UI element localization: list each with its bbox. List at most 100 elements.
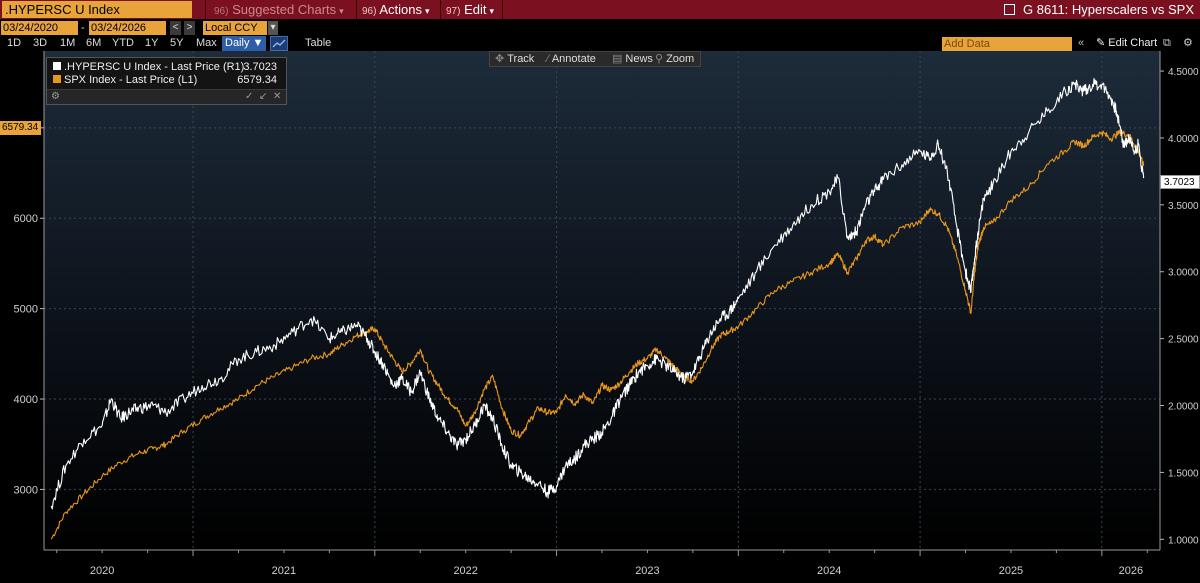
spx-series-line bbox=[50, 129, 1145, 540]
dropdown-arrow-icon: ▾ bbox=[425, 6, 430, 16]
frequency-label: Daily bbox=[225, 37, 250, 49]
left-tick-label: 6000 bbox=[14, 213, 38, 225]
edit-chart-label: Edit Chart bbox=[1108, 37, 1158, 49]
range-1y[interactable]: 1Y bbox=[145, 37, 159, 49]
zoom-label: Zoom bbox=[666, 53, 695, 65]
grid-lines bbox=[44, 51, 1160, 550]
chart-toolbar: ✥ Track ∕ Annotate ▤ News ⚲ Zoom bbox=[489, 51, 701, 67]
range-max[interactable]: Max bbox=[196, 37, 217, 49]
date-separator: - bbox=[81, 22, 85, 34]
chart-title-text: G 8611: Hyperscalers vs SPX bbox=[1023, 2, 1194, 17]
annotate-label: Annotate bbox=[551, 53, 596, 65]
zoom-icon: ⚲ bbox=[655, 53, 664, 65]
series-lines bbox=[50, 77, 1145, 540]
news-label: News bbox=[625, 53, 653, 65]
range-5y[interactable]: 5Y bbox=[170, 37, 184, 49]
legend-value-spx: 6579.34 bbox=[237, 74, 277, 86]
export-icon[interactable] bbox=[1004, 4, 1015, 15]
annotate-button[interactable]: ∕ Annotate bbox=[547, 52, 596, 66]
legend-label-hypersc: .HYPERSC U Index - Last Price (R1) bbox=[64, 61, 245, 73]
table-button[interactable]: Table bbox=[305, 37, 332, 49]
close-icon[interactable]: ✕ bbox=[273, 91, 282, 102]
right-tick-label: 3.0000 bbox=[1168, 268, 1199, 279]
edit-label: Edit bbox=[464, 2, 487, 17]
edit-chart-button[interactable]: ✎ Edit Chart bbox=[1096, 36, 1157, 51]
hypersc-series-line bbox=[50, 77, 1145, 510]
separator bbox=[356, 0, 357, 19]
hypersc-last-value-tag: 3.7023 bbox=[1160, 175, 1200, 189]
range-1d[interactable]: 1D bbox=[7, 37, 22, 49]
legend-swatch-white bbox=[53, 62, 61, 70]
legend-entry-spx: SPX Index - Last Price (L1) 6579.34 bbox=[53, 74, 283, 87]
chart-legend[interactable]: .HYPERSC U Index - Last Price (R1) 3.702… bbox=[46, 57, 287, 105]
start-date-field[interactable]: 03/24/2020 bbox=[1, 21, 78, 35]
x-tick-label: 2020 bbox=[90, 565, 114, 577]
chevron-down-icon[interactable]: ▾ bbox=[268, 21, 278, 35]
right-tick-label: 2.5000 bbox=[1168, 335, 1199, 346]
pencil-icon: ✎ bbox=[1096, 37, 1106, 49]
left-tick-label: 3000 bbox=[14, 484, 38, 496]
range-ytd[interactable]: YTD bbox=[112, 37, 134, 49]
right-tick-label: 3.5000 bbox=[1168, 201, 1199, 212]
left-tick-label: 4000 bbox=[14, 394, 38, 406]
collapse-icon[interactable]: « bbox=[1078, 37, 1085, 49]
frequency-dropdown-icon: ▼ bbox=[252, 37, 264, 49]
separator bbox=[205, 0, 206, 19]
zoom-button[interactable]: ⚲ Zoom bbox=[655, 52, 694, 66]
left-tick-label: 5000 bbox=[14, 304, 38, 316]
gear-icon[interactable]: ⚙ bbox=[51, 91, 60, 102]
right-tick-label: 2.0000 bbox=[1168, 402, 1199, 413]
price-chart[interactable]: 2020 2021 2022 2023 2024 2025 2026 3000 4000 5000… bbox=[0, 51, 1200, 583]
spx-last-value-tag: 6579.34 bbox=[0, 121, 41, 135]
shrink-icon[interactable]: ↙ bbox=[259, 91, 268, 102]
suggested-charts-number: 96) bbox=[214, 6, 229, 17]
track-button[interactable]: ✥ Track bbox=[495, 52, 534, 66]
previous-period-button[interactable]: < bbox=[170, 21, 181, 35]
suggested-charts-menu[interactable]: 96) Suggested Charts ▾ bbox=[214, 1, 344, 18]
frequency-select[interactable]: Daily ▼ bbox=[222, 36, 267, 51]
range-bar: 1D 3D 1M 6M YTD 1Y 5Y Max Daily ▼ Table … bbox=[0, 36, 1200, 51]
separator bbox=[440, 0, 441, 19]
legend-swatch-orange bbox=[53, 75, 61, 83]
gear-icon[interactable]: ⚙ bbox=[1183, 37, 1193, 49]
legend-label-spx: SPX Index - Last Price (L1) bbox=[64, 74, 198, 86]
x-tick-label: 2021 bbox=[272, 565, 296, 577]
x-tick-label: 2024 bbox=[817, 565, 841, 577]
right-tick-label: 1.0000 bbox=[1168, 535, 1199, 546]
track-label: Track bbox=[507, 53, 535, 65]
chart-title: G 8611: Hyperscalers vs SPX bbox=[1004, 1, 1194, 18]
dropdown-arrow-icon: ▾ bbox=[339, 6, 344, 16]
actions-label: Actions bbox=[379, 2, 422, 17]
right-tick-label: 1.5000 bbox=[1168, 468, 1199, 479]
next-period-button[interactable]: > bbox=[184, 21, 195, 35]
range-1m[interactable]: 1M bbox=[60, 37, 76, 49]
x-tick-label: 2023 bbox=[635, 565, 659, 577]
x-tick-label: 2022 bbox=[453, 565, 477, 577]
add-data-input[interactable]: Add Data bbox=[942, 37, 1072, 51]
top-bar: .HYPERSC U Index 96) Suggested Charts ▾ 9… bbox=[0, 0, 1200, 19]
x-tick-label: 2025 bbox=[999, 565, 1023, 577]
ticker-field[interactable]: .HYPERSC U Index bbox=[2, 1, 192, 18]
line-chart-icon[interactable] bbox=[270, 36, 288, 51]
restore-icon[interactable]: ⧉ bbox=[1163, 37, 1171, 49]
actions-number: 96) bbox=[362, 6, 377, 17]
end-date-field[interactable]: 03/24/2026 bbox=[89, 21, 166, 35]
pin-icon[interactable]: ✓ bbox=[245, 91, 254, 102]
x-tick-label: 2026 bbox=[1119, 565, 1143, 577]
separator bbox=[502, 0, 503, 19]
currency-select[interactable]: Local CCY bbox=[203, 21, 267, 35]
legend-entry-hypersc: .HYPERSC U Index - Last Price (R1) 3.702… bbox=[53, 61, 283, 74]
range-3d[interactable]: 3D bbox=[33, 37, 48, 49]
edit-menu[interactable]: 97) Edit ▾ bbox=[446, 1, 494, 18]
news-icon: ▤ bbox=[612, 53, 623, 65]
chart-area: 2020 2021 2022 2023 2024 2025 2026 3000 4000 5000… bbox=[0, 51, 1200, 583]
actions-menu[interactable]: 96) Actions ▾ bbox=[362, 1, 430, 18]
annotate-icon: ∕ bbox=[547, 53, 549, 65]
plot-background bbox=[44, 51, 1160, 550]
news-button[interactable]: ▤ News bbox=[612, 52, 653, 66]
crosshair-icon: ✥ bbox=[495, 53, 505, 65]
range-6m[interactable]: 6M bbox=[86, 37, 102, 49]
suggested-charts-label: Suggested Charts bbox=[232, 2, 337, 17]
dropdown-arrow-icon: ▾ bbox=[489, 6, 495, 16]
right-tick-label: 4.5000 bbox=[1168, 67, 1199, 78]
